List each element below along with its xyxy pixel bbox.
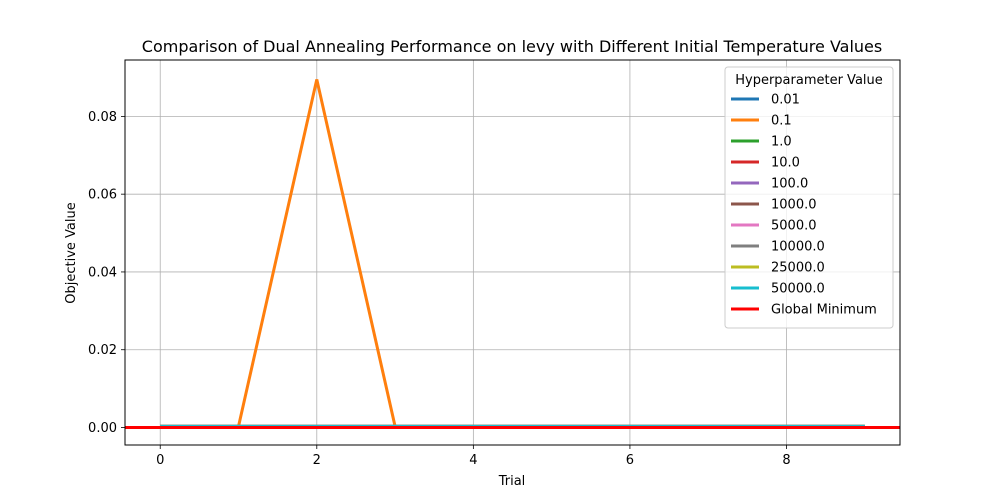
y-tick-label: 0.00 — [88, 421, 117, 436]
x-tick-label: 0 — [156, 453, 164, 468]
x-tick-label: 8 — [782, 453, 790, 468]
legend-items: 0.01 0.1 1.0 10.0 100.0 1000.0 5000.0 10000.0 25… — [731, 93, 877, 318]
legend-label: Global Minimum — [771, 303, 877, 318]
x-tick-label: 2 — [313, 453, 321, 468]
y-tick-label: 0.06 — [88, 188, 117, 203]
y-axis-label: Objective Value — [64, 202, 79, 303]
legend-box — [724, 66, 894, 329]
legend-label: 25000.0 — [771, 261, 825, 276]
x-tick-label: 4 — [469, 453, 477, 468]
legend-label: 1000.0 — [771, 198, 817, 213]
plot-frame — [124, 59, 901, 446]
legend-label: 100.0 — [771, 177, 808, 192]
legend: Hyperparameter Value 0.01 0.1 1.0 10.0 100.0… — [724, 66, 894, 329]
legend-label: 0.01 — [771, 93, 800, 108]
axis-ticks: 0 2 4 6 8 0.00 0.02 0.04 0.06 0.08 — [88, 110, 791, 468]
legend-label: 10.0 — [771, 156, 800, 171]
chart-title: Comparison of Dual Annealing Performance… — [142, 37, 882, 56]
legend-label: 50000.0 — [771, 282, 825, 297]
legend-label: 10000.0 — [771, 240, 825, 255]
legend-label: 1.0 — [771, 135, 792, 150]
x-axis-label: Trial — [498, 474, 526, 489]
legend-title: Hyperparameter Value — [735, 73, 883, 88]
y-tick-label: 0.04 — [88, 265, 117, 280]
x-tick-label: 6 — [626, 453, 634, 468]
y-tick-label: 0.08 — [88, 110, 117, 125]
legend-label: 0.1 — [771, 114, 792, 129]
y-tick-label: 0.02 — [88, 343, 117, 358]
legend-label: 5000.0 — [771, 219, 817, 234]
